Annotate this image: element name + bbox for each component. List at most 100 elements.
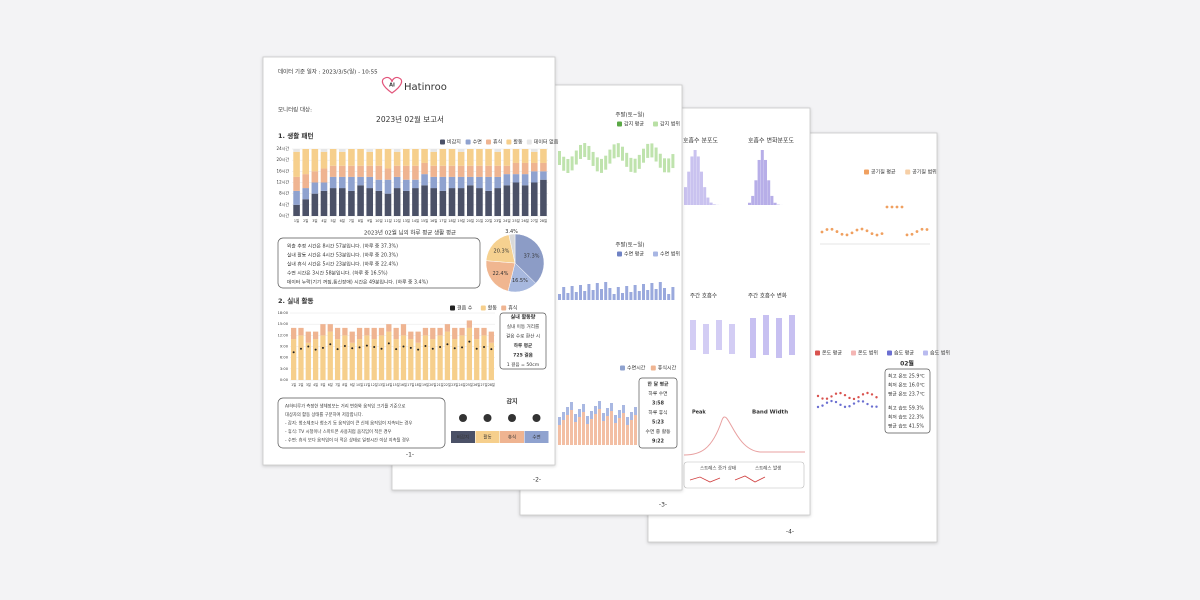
decor-bar <box>618 418 621 445</box>
decor-dot <box>821 397 824 400</box>
stacked-bar <box>421 174 428 186</box>
x-tick-label: 3일 <box>312 218 317 223</box>
legend-swatch <box>486 139 491 145</box>
stacked-bar <box>327 331 333 380</box>
decor-dot <box>816 405 820 409</box>
legend-swatch <box>923 350 928 356</box>
stacked-bar <box>530 182 538 216</box>
stacked-bar <box>466 165 474 177</box>
decor-bar <box>583 143 587 158</box>
stacked-bar <box>305 342 311 380</box>
decor-bar <box>616 287 620 300</box>
stacked-bar <box>320 335 326 380</box>
x-tick-label: 27일 <box>531 218 538 223</box>
step-dot <box>461 346 464 349</box>
step-dot <box>446 343 449 346</box>
x-tick-label: 20일 <box>467 218 474 223</box>
stacked-bar <box>494 165 502 177</box>
stats-box <box>884 368 931 434</box>
decor-bar <box>562 412 565 420</box>
stacked-bar <box>320 151 328 169</box>
decor-dot <box>852 397 856 401</box>
decor-bar <box>586 416 589 424</box>
stacked-bar <box>415 331 421 343</box>
stacked-bar <box>320 324 326 336</box>
decor-bar <box>773 202 777 205</box>
stacked-bar <box>430 151 438 166</box>
stacked-bar <box>488 331 494 343</box>
x-tick-label: 4일 <box>313 382 318 387</box>
stacked-bar <box>521 185 529 216</box>
stacked-bar <box>393 165 401 177</box>
stacked-bar <box>476 188 483 216</box>
summary-line: 실내 휴식 시간은 5시간 23분입니다. (하루 중 22.4%) <box>287 261 398 268</box>
step-dot <box>475 347 478 350</box>
pie-label: 22.4% <box>492 271 508 277</box>
stacked-bar <box>334 339 341 380</box>
stacked-bar <box>293 151 300 177</box>
stacked-bar <box>466 176 474 186</box>
decor-bar <box>667 294 671 300</box>
section-title: 1. 생활 패턴 <box>278 131 313 140</box>
stacked-bar <box>293 176 300 191</box>
decor-bar <box>591 151 595 166</box>
page-number: -4- <box>786 529 794 536</box>
steps-line: 하루 평균 <box>514 342 533 349</box>
decor-bar <box>610 403 613 411</box>
stacked-bar <box>338 149 346 152</box>
step-dot <box>424 345 427 348</box>
x-tick-label: 6일 <box>328 382 333 387</box>
decor-bar <box>621 293 624 300</box>
legend-label: 수면 평균 <box>624 251 644 258</box>
x-tick-label: 17일 <box>407 382 414 387</box>
stress-box <box>683 461 805 489</box>
step-dot <box>292 351 295 354</box>
x-tick-label: 27일 <box>481 382 488 387</box>
decor-dot <box>843 393 847 397</box>
stacked-bar <box>302 199 310 216</box>
decor-dot <box>850 231 854 235</box>
decor-bar <box>637 291 641 300</box>
x-tick-label: 22일 <box>444 382 451 387</box>
stat-line: 최고 온도 25.9℃ <box>888 373 925 380</box>
decor-bar <box>650 143 654 158</box>
decor-bar <box>622 405 625 413</box>
decor-dot <box>870 405 874 408</box>
decor-bar <box>586 424 589 445</box>
summary-line: 수면 시간은 3시간 58분입니다. (하루 중 16.5%) <box>287 270 388 277</box>
logo-heart <box>381 76 403 94</box>
decor-dot <box>875 396 878 399</box>
decor-bar <box>630 420 633 445</box>
chart-title: 주간 호흡수 <box>690 292 717 300</box>
decor-bar <box>562 287 566 300</box>
stacked-bar <box>371 339 377 380</box>
stacked-bar <box>439 149 447 166</box>
legend-label: 감지 평균 <box>624 121 644 128</box>
decor-bar <box>770 195 774 205</box>
stacked-bar <box>457 149 465 152</box>
x-tick-label: 16일 <box>400 382 407 387</box>
legend-swatch <box>851 350 856 356</box>
decor-box <box>763 315 769 355</box>
decor-bar <box>629 292 633 300</box>
stacked-bar <box>415 342 421 380</box>
month-box <box>638 377 678 449</box>
x-tick-label: 18일 <box>448 218 455 223</box>
stacked-bar <box>474 327 480 340</box>
decor-bar <box>579 144 582 159</box>
stacked-bar <box>364 327 370 336</box>
decor-bar <box>671 154 675 169</box>
stacked-bar <box>402 149 410 166</box>
stacked-bar <box>430 188 438 216</box>
x-tick-label: 2일 <box>298 382 303 387</box>
y-tick-label: 24시간 <box>277 145 290 151</box>
legend-label: 습도 평균 <box>894 350 914 357</box>
decor-dot <box>885 205 889 209</box>
step-dot <box>380 347 383 350</box>
x-tick-label: 16일 <box>430 218 437 223</box>
stacked-bar <box>393 339 399 380</box>
stacked-bar <box>357 176 364 186</box>
y-tick-label: 12시간 <box>277 179 290 185</box>
decor-dot <box>848 405 851 408</box>
stat-line: 평균 습도 41.5% <box>888 423 924 430</box>
